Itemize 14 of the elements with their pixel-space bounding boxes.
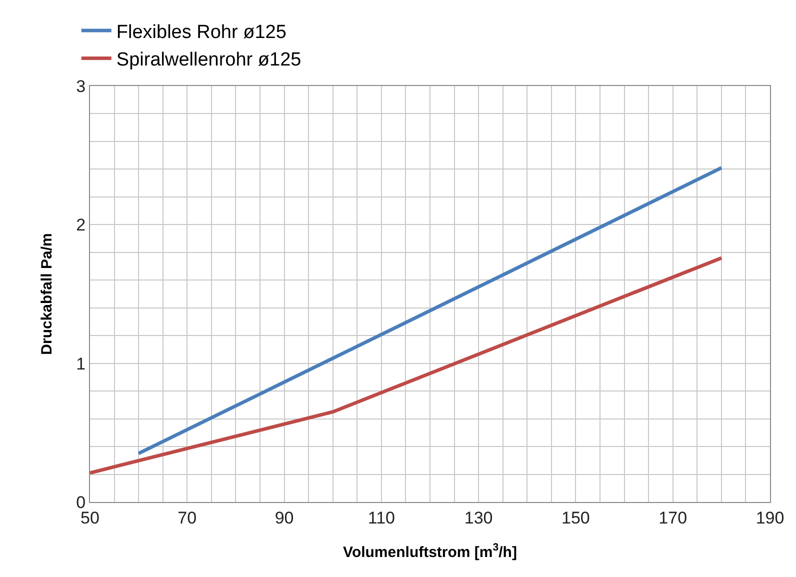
legend-label: Spiralwellenrohr ø125 [116,50,302,71]
y-tick-label: 3 [76,76,86,96]
x-tick-label: 90 [274,508,294,528]
x-tick-label: 130 [464,508,493,528]
legend-label: Flexibles Rohr ø125 [116,22,286,43]
x-tick-label: 110 [368,508,395,528]
x-tick-label: 70 [178,508,197,528]
x-tick-label: 190 [756,508,784,528]
y-axis-title: Druckabfall Pa/m [38,233,56,355]
x-axis-title: Volumenluftstrom [m$^{3}$/h] [343,542,517,561]
x-tick-label: 150 [562,508,590,528]
x-tick-label: 170 [658,508,688,528]
y-tick-label: 1 [76,354,86,374]
y-tick-label: 2 [76,216,86,235]
